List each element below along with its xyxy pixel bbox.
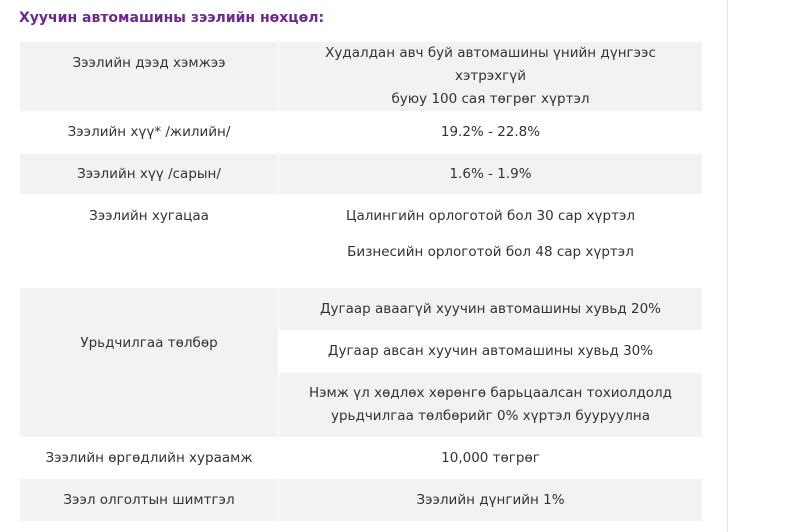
- row-value: 19.2% - 22.8%: [278, 111, 703, 154]
- monthly-rate-label: Зээлийн хүү /сарын/: [77, 165, 221, 182]
- row-value: Зээлийн дүнгийн 1%: [278, 478, 703, 522]
- section-heading: Хуучин автомашины зээлийн нөхцөл:: [19, 10, 325, 26]
- table-row-max-amount: Зээлийн дээд хэмжээ Худалдан авч буй авт…: [19, 41, 703, 112]
- row-value: Дугаар аваагүй хуучин автомашины хувьд 2…: [278, 287, 703, 331]
- table-row-origination-fee: Зээл олголтын шимтгэл Зээлийн дүнгийн 1%: [19, 478, 703, 522]
- loan-terms-table: Зээлийн дээд хэмжээ Худалдан авч буй авт…: [19, 41, 703, 522]
- service-fee-label: Зээлийн өргөдлийн хураамж: [45, 449, 253, 466]
- max-amount-value-line2: буюу 100 сая төгрөг хүртэл: [391, 91, 590, 107]
- row-label: Урьдчилгаа төлбөр: [19, 287, 279, 438]
- monthly-rate-value: 1.6% - 1.9%: [449, 165, 532, 182]
- max-amount-value-line1: Худалдан авч буй автомашины үнийн дүнгээ…: [325, 45, 656, 84]
- sidebar-divider: [727, 0, 728, 532]
- max-amount-label: Зээлийн дээд хэмжээ: [72, 55, 226, 71]
- down-payment-value-1: Дугаар аваагүй хуучин автомашины хувьд 2…: [319, 300, 662, 317]
- annual-rate-value: 19.2% - 22.8%: [440, 124, 541, 140]
- table-row-annual-rate: Зээлийн хүү* /жилийн/ 19.2% - 22.8%: [19, 111, 703, 154]
- table-row-down-payment-2: Дугаар авсан хуучин автомашины хувьд 30%: [20, 330, 703, 373]
- table-row-service-fee: Зээлийн өргөдлийн хураамж 10,000 төгрөг: [19, 437, 703, 479]
- row-label: Зээлийн өргөдлийн хураамж: [19, 437, 279, 479]
- down-payment-value-3-line2: урьдчилгаа төлбөрийг 0% хүртэл бууруулна: [330, 408, 651, 424]
- term-label: Зээлийн хугацаа: [89, 208, 209, 224]
- row-value: Худалдан авч буй автомашины үнийн дүнгээ…: [278, 41, 703, 112]
- row-label: Зээлийн хүү* /жилийн/: [19, 111, 279, 154]
- row-label: Зээл олголтын шимтгэл: [19, 478, 279, 522]
- row-value: Дугаар авсан хуучин автомашины хувьд 30%: [278, 330, 703, 373]
- term-value-business: Бизнесийн орлоготой бол 48 сар хүртэл: [347, 244, 634, 260]
- row-value: 10,000 төгрөг: [278, 437, 703, 479]
- row-value: Нэмж үл хөдлөх хөрөнгө барьцаалсан тохио…: [278, 372, 703, 438]
- row-label: Зээлийн дээд хэмжээ: [19, 41, 279, 112]
- origination-fee-label: Зээл олголтын шимтгэл: [63, 491, 235, 508]
- down-payment-label: Урьдчилгаа төлбөр: [80, 335, 218, 351]
- row-label: Зээлийн хугацаа: [19, 194, 279, 288]
- table-row-term: Зээлийн хугацаа Цалингийн орлоготой бол …: [19, 194, 703, 288]
- term-value-salary: Цалингийн орлоготой бол 30 сар хүртэл: [346, 208, 635, 224]
- row-label: Зээлийн хүү /сарын/: [19, 153, 279, 195]
- row-value: Цалингийн орлоготой бол 30 сар хүртэл Би…: [278, 194, 703, 288]
- down-payment-value-3-line1: Нэмж үл хөдлөх хөрөнгө барьцаалсан тохио…: [308, 385, 673, 401]
- annual-rate-label: Зээлийн хүү* /жилийн/: [67, 124, 231, 140]
- origination-fee-value: Зээлийн дүнгийн 1%: [416, 491, 565, 508]
- table-row-down-payment-1: Урьдчилгаа төлбөр Дугаар аваагүй хуучин …: [19, 287, 703, 438]
- row-value: 1.6% - 1.9%: [278, 153, 703, 195]
- down-payment-value-2: Дугаар авсан хуучин автомашины хувьд 30%: [327, 343, 654, 359]
- table-row-down-payment-3: Нэмж үл хөдлөх хөрөнгө барьцаалсан тохио…: [20, 372, 703, 438]
- service-fee-value: 10,000 төгрөг: [441, 449, 540, 466]
- table-row-monthly-rate: Зээлийн хүү /сарын/ 1.6% - 1.9%: [19, 153, 703, 195]
